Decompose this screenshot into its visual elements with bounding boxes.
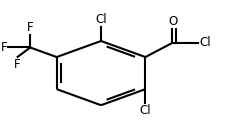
Text: F: F bbox=[1, 41, 7, 54]
Text: F: F bbox=[14, 58, 20, 71]
Text: Cl: Cl bbox=[139, 104, 151, 117]
Text: F: F bbox=[27, 21, 33, 34]
Text: Cl: Cl bbox=[95, 13, 106, 26]
Text: Cl: Cl bbox=[198, 36, 210, 50]
Text: O: O bbox=[168, 15, 177, 28]
